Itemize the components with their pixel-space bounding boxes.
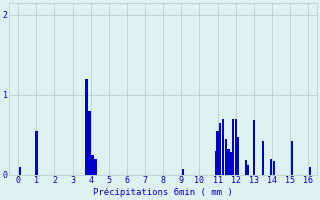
Bar (273, 161, 275, 175)
Bar (91, 155, 94, 175)
Bar (230, 152, 232, 175)
Bar (227, 149, 229, 175)
Bar (235, 119, 237, 175)
Bar (270, 159, 272, 175)
Bar (232, 119, 234, 175)
Bar (216, 131, 219, 175)
X-axis label: Précipitations 6min ( mm ): Précipitations 6min ( mm ) (93, 188, 233, 197)
Bar (262, 141, 264, 175)
Bar (219, 123, 221, 175)
Bar (35, 131, 38, 175)
Bar (222, 119, 224, 175)
Bar (253, 120, 255, 175)
Bar (85, 79, 88, 175)
Bar (215, 151, 217, 175)
Bar (19, 167, 21, 175)
Bar (237, 137, 239, 175)
Bar (182, 169, 184, 175)
Bar (94, 159, 97, 175)
Bar (309, 167, 311, 175)
Bar (291, 141, 293, 175)
Bar (225, 139, 227, 175)
Bar (88, 111, 91, 175)
Bar (244, 160, 247, 175)
Bar (247, 165, 250, 175)
